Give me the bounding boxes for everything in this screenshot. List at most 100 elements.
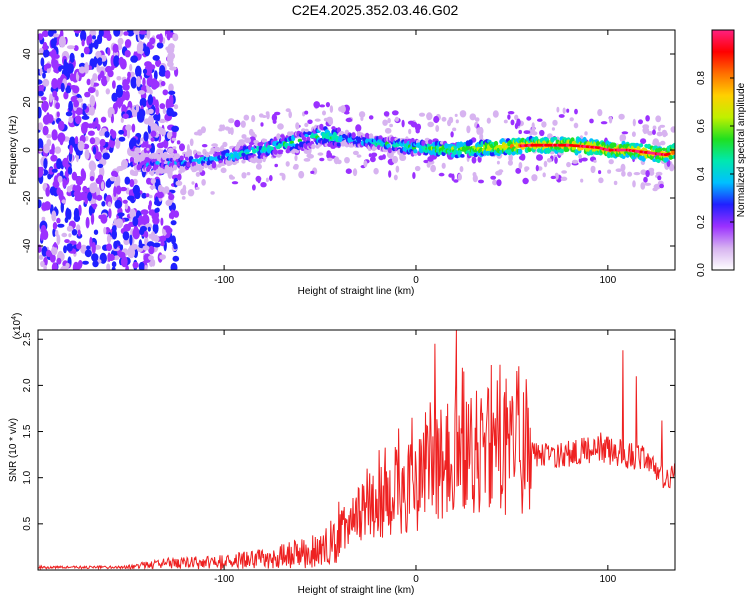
spectrogram-cell: [159, 103, 166, 110]
spectrogram-cell: [71, 171, 78, 181]
spectrogram-cell: [523, 130, 531, 135]
spectrogram-cell: [655, 115, 662, 123]
spectrogram-cell: [71, 229, 78, 236]
spectrogram-cell: [418, 112, 426, 117]
spectrogram-cell: [105, 65, 113, 73]
spectrogram-cell: [43, 143, 50, 154]
snr-ytick-label: 0.5: [22, 516, 33, 530]
spectrogram-cell: [87, 130, 95, 136]
spectrogram-cell: [569, 117, 574, 122]
spectrogram-cell: [76, 262, 83, 270]
spectrogram-cell: [106, 243, 113, 252]
spectrogram-cell: [80, 168, 85, 179]
spectrogram-cell: [537, 118, 543, 122]
spectrogram-cell: [170, 220, 177, 226]
spectrogram-cell: [57, 223, 65, 228]
spectrogram-cell: [81, 121, 90, 129]
spectrogram-cell: [145, 193, 150, 198]
spectrogram-cell: [129, 179, 135, 188]
spectrogram-cell: [643, 128, 647, 135]
spectrogram-cell: [621, 170, 626, 177]
spectrogram-cell: [256, 157, 261, 163]
spectrogram-cell: [471, 156, 477, 164]
spectrogram-cell: [43, 158, 48, 170]
spectrogram-cell: [243, 114, 250, 121]
spectrogram-cell: [231, 181, 239, 185]
spectrogram-cell: [159, 254, 167, 260]
spectrogram-cell: [215, 146, 221, 153]
spectrogram-cell: [159, 33, 163, 44]
spectrogram-cell: [69, 73, 75, 82]
spectrogram-cell: [162, 107, 167, 115]
spectrogram-cell: [62, 178, 67, 189]
spectrogram-cell: [58, 189, 64, 201]
spectrogram-cell: [227, 127, 232, 135]
spectrogram-cell: [554, 156, 558, 164]
spectrogram-cell: [144, 264, 148, 270]
spectrogram-cell: [92, 146, 97, 155]
spectrogram-cell: [132, 184, 140, 196]
spectrogram-cell: [206, 160, 211, 166]
spectrogram-cell: [368, 133, 374, 140]
spectrogram-cell: [457, 173, 462, 181]
spectrogram-cell: [526, 116, 532, 121]
spectrogram-cell: [459, 166, 464, 173]
spectrogram-cell: [474, 117, 480, 122]
spectrogram-cell: [160, 241, 165, 247]
spectrogram-cell: [191, 181, 195, 185]
spectrogram-cell: [241, 134, 247, 139]
spectrogram-cell: [106, 263, 111, 270]
spectrogram-cell: [59, 65, 67, 70]
spectrogram-cell: [100, 214, 108, 224]
spectrogram-cell: [352, 150, 359, 156]
spectrogram-cell: [104, 131, 110, 138]
spectrogram-cell: [262, 138, 268, 143]
spectrogram-cell: [97, 74, 101, 82]
spectrogram-cell: [147, 165, 152, 170]
spectrogram-cell: [344, 157, 350, 164]
spectrogram-cell: [591, 166, 596, 171]
spectrogram-cell: [319, 157, 325, 162]
spectrogram-cell: [89, 106, 95, 116]
spectrogram-cell: [176, 140, 181, 145]
spectrogram-cell: [310, 170, 315, 174]
colorbar-gradient: [712, 30, 734, 270]
spectrogram-cell: [382, 119, 388, 126]
spectrogram-cell: [51, 168, 58, 173]
spectrogram-cell: [49, 253, 56, 263]
spectrogram-ytick-label: -20: [22, 190, 33, 205]
spectrogram-cell: [378, 155, 385, 161]
spectrogram-cell: [139, 228, 145, 236]
spectrogram-cell: [535, 164, 539, 172]
spectrogram-cell: [52, 228, 56, 237]
spectrogram-cell: [150, 231, 156, 242]
spectrogram-cell: [170, 152, 175, 157]
spectrogram-cell: [166, 107, 174, 117]
spectrogram-cell: [171, 235, 176, 245]
spectrogram-cell: [43, 264, 47, 270]
spectrogram-cell: [618, 113, 625, 120]
spectrogram-cell: [70, 85, 77, 90]
spectrogram-cell: [51, 78, 58, 90]
spectrogram-cell: [130, 55, 139, 63]
spectrogram-cell: [68, 116, 74, 124]
spectrogram-cell: [43, 201, 52, 211]
spectrogram-cell: [73, 190, 82, 197]
spectrogram-cell: [225, 152, 230, 157]
spectrogram-cell: [581, 157, 588, 162]
spectrogram-cell: [277, 142, 282, 149]
spectrogram-cell: [42, 72, 46, 79]
spectrogram-cell: [120, 186, 127, 192]
spectrogram-cell: [598, 170, 602, 175]
spectrogram-cell: [171, 137, 177, 141]
spectrogram-cell: [150, 178, 156, 185]
spectrogram-cell: [221, 124, 226, 131]
spectrogram-cell: [329, 105, 334, 113]
spectrogram-cell: [85, 216, 90, 229]
spectrogram-cell: [87, 87, 96, 94]
spectrogram-cell: [113, 186, 117, 198]
spectrogram-cell: [113, 55, 120, 67]
colorbar-tick-label: 0.2: [696, 215, 707, 229]
spectrogram-cell: [65, 111, 73, 117]
spectrogram-cell: [138, 108, 146, 119]
